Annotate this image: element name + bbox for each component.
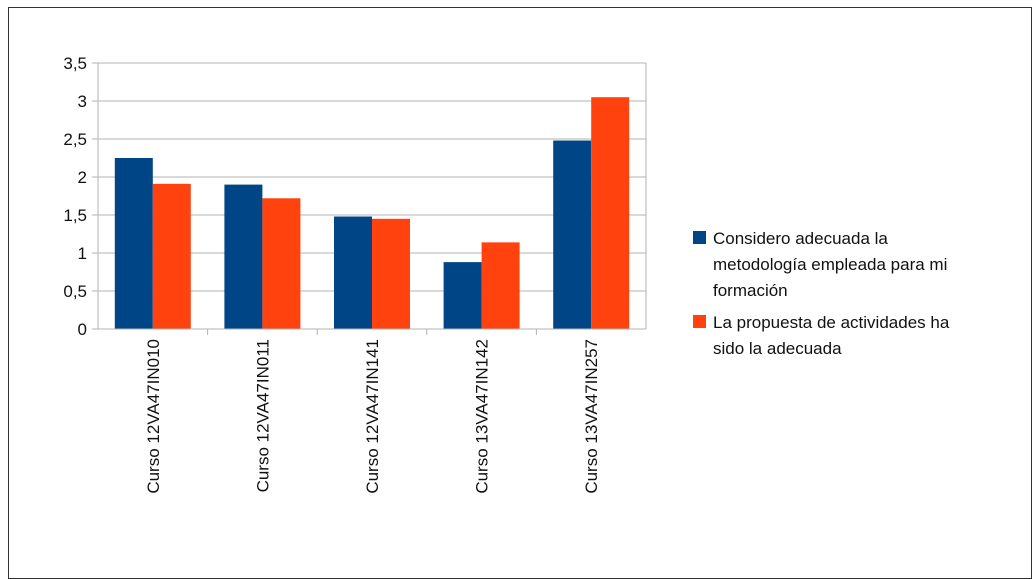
- legend-swatch-1: [693, 231, 706, 244]
- bar-1: [443, 262, 482, 329]
- x-tick-label: Curso 12VA47IN011: [253, 339, 272, 492]
- y-tick-label: 1: [78, 244, 87, 263]
- x-tick-label: Curso 12VA47IN010: [144, 339, 163, 494]
- y-tick-label: 1,5: [63, 206, 87, 225]
- y-tick-label: 2: [78, 168, 87, 187]
- bar-2: [591, 97, 630, 329]
- y-tick-label: 0: [78, 320, 87, 339]
- legend-label-2: La propuesta de actividades ha sido la ad…: [713, 313, 950, 358]
- bars-layer: [114, 97, 630, 329]
- bar-1: [224, 184, 263, 329]
- x-tick-label: Curso 12VA47IN141: [363, 339, 382, 494]
- bar-1: [334, 216, 372, 329]
- legend-label-1: Considero adecuada la metodología emplead…: [713, 229, 947, 300]
- y-tick-label: 3,5: [63, 54, 87, 73]
- x-tick-label: Curso 13VA47IN257: [582, 339, 601, 494]
- legend: Considero adecuada la metodología emplead…: [693, 229, 950, 358]
- bar-1: [114, 158, 153, 329]
- x-tick-label: Curso 13VA47IN142: [473, 339, 492, 494]
- bar-2: [262, 198, 301, 329]
- y-tick-label: 2,5: [63, 130, 87, 149]
- bar-1: [553, 140, 592, 329]
- bar-2: [152, 183, 191, 329]
- legend-swatch-2: [693, 315, 706, 328]
- y-tick-label: 0,5: [63, 282, 87, 301]
- bar-2: [372, 218, 410, 329]
- bar-2: [481, 242, 520, 329]
- y-tick-label: 3: [78, 92, 87, 111]
- axis-layer: 0 0,5 1 1,5 2 2,5 3 3,5 Curso 12VA47IN010 Curso 1…: [63, 54, 646, 494]
